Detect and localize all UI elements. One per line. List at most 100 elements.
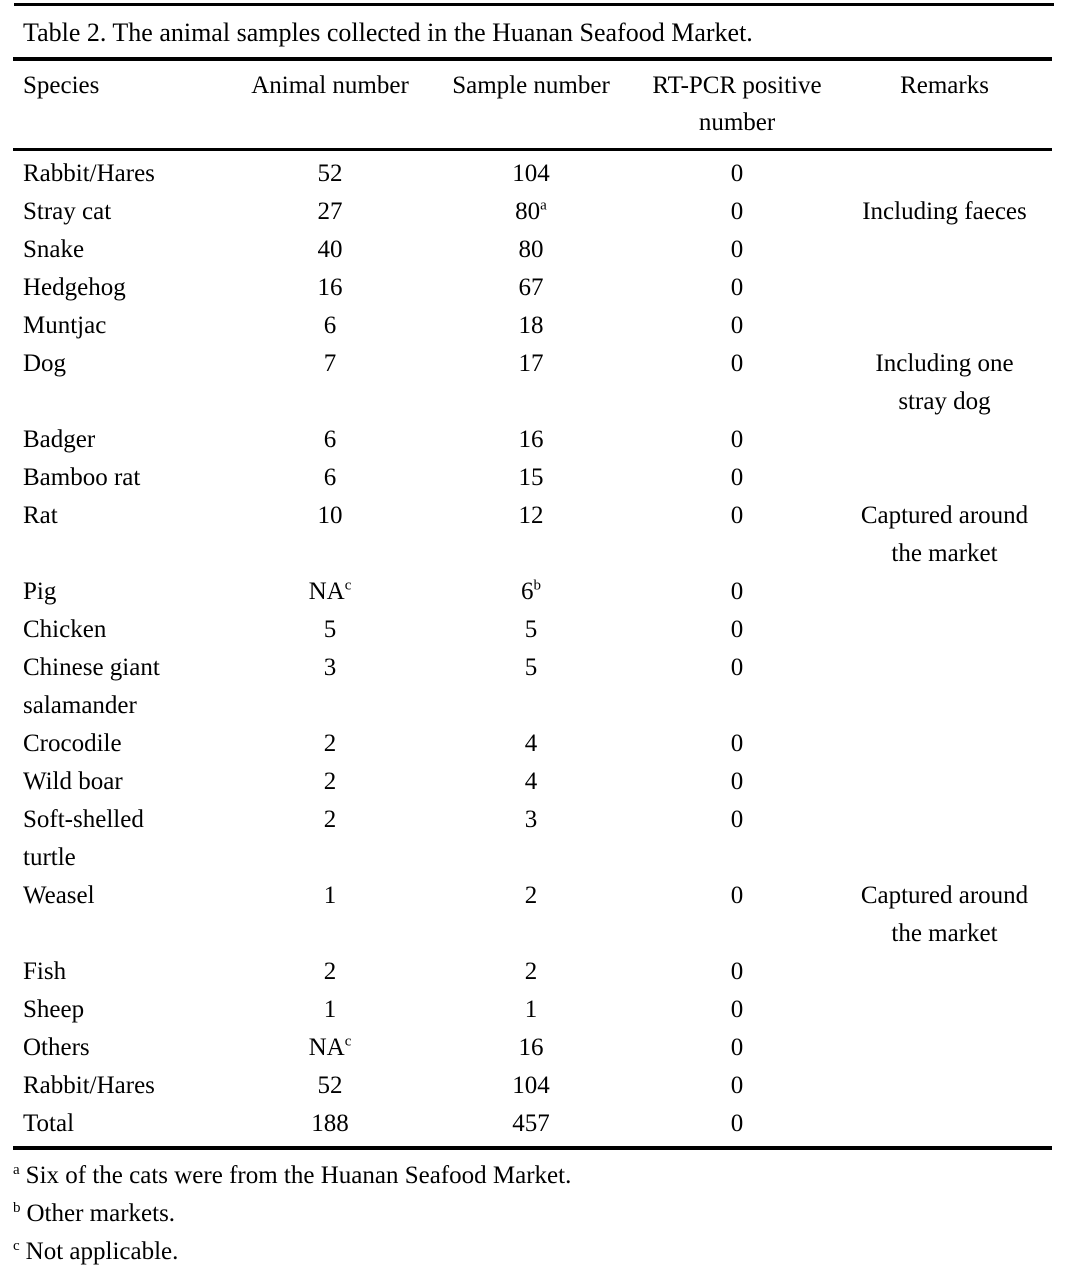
animal-samples-table: Species Animal number Sample number RT-P…: [13, 57, 1052, 1150]
remarks-cell: [837, 763, 1052, 801]
species-cell: Pig: [23, 578, 57, 605]
remarks-cell: [837, 573, 1052, 611]
species-cell: Crocodile: [23, 730, 122, 757]
rtpcr-positive-cell: 0: [730, 1034, 744, 1061]
animal-number-cell: 1: [323, 996, 337, 1023]
remarks-cell: [837, 953, 1052, 991]
sample-number-cell: 457: [512, 1110, 550, 1137]
species-cell: Rat: [23, 502, 58, 529]
column-header-sample-number: Sample number: [425, 59, 637, 151]
column-header-species: Species: [13, 59, 235, 151]
footnote-marker-a: a: [540, 197, 547, 214]
table-row: Rabbit/Hares 52 104 0: [13, 150, 1052, 194]
animal-number-cell: 5: [323, 616, 337, 643]
species-cell: Fish: [23, 958, 67, 985]
remarks-cell: [837, 150, 1052, 194]
animal-number-cell: 2: [323, 958, 337, 985]
species-cell: Rabbit/Hares: [23, 160, 155, 187]
sample-number-cell: 5: [524, 654, 538, 681]
species-cell: Others: [23, 1034, 90, 1061]
remarks-cell: [837, 307, 1052, 345]
footnote-marker-c: c: [344, 577, 352, 594]
remarks-cell: Including faeces: [862, 198, 1027, 225]
table-row: Bamboo rat 6 15 0: [13, 459, 1052, 497]
rtpcr-positive-cell: 0: [730, 578, 744, 605]
rtpcr-positive-cell: 0: [730, 236, 744, 263]
animal-number-cell: NAc: [308, 1033, 352, 1061]
species-cell: Sheep: [23, 996, 85, 1023]
species-cell: Stray cat: [23, 198, 112, 225]
rtpcr-positive-cell: 0: [730, 426, 744, 453]
sample-number-cell: 15: [518, 464, 544, 491]
sample-number-cell: 2: [524, 958, 538, 985]
species-cell: Dog: [23, 350, 67, 377]
rtpcr-positive-cell: 0: [730, 882, 744, 909]
sample-number-cell: 17: [518, 350, 544, 377]
remarks-cell: [837, 1029, 1052, 1067]
rtpcr-positive-cell: 0: [730, 350, 744, 377]
table-row: Others NAc 16 0: [13, 1029, 1052, 1067]
rtpcr-positive-cell: 0: [730, 274, 744, 301]
species-cell: Muntjac: [23, 312, 107, 339]
footnote-b: b Other markets.: [13, 1199, 176, 1227]
sample-number-cell: 3: [524, 806, 538, 833]
sample-number-cell: 16: [518, 426, 544, 453]
table-row: Crocodile 2 4 0: [13, 725, 1052, 763]
table-row: Hedgehog 16 67 0: [13, 269, 1052, 307]
table-row: Dog 7 17 0 Including one stray dog: [13, 345, 1052, 421]
remarks-cell: [837, 421, 1052, 459]
table-row: Total 188 457 0: [13, 1105, 1052, 1148]
remarks-cell: [837, 231, 1052, 269]
table-row: Pig NAc 6b 0: [13, 573, 1052, 611]
sample-number-cell: 6b: [521, 577, 541, 605]
species-cell: Badger: [23, 426, 96, 453]
remarks-cell: [837, 611, 1052, 649]
remarks-cell: [837, 1067, 1052, 1105]
animal-number-cell: 1: [323, 882, 337, 909]
species-cell: Total: [23, 1110, 75, 1137]
table-row: Weasel 1 2 0 Captured around the market: [13, 877, 1052, 953]
sample-number-cell: 80: [518, 236, 544, 263]
sample-number-cell: 5: [524, 616, 538, 643]
sample-number-cell: 80a: [515, 197, 547, 225]
column-header-remarks: Remarks: [837, 59, 1052, 151]
species-cell: Hedgehog: [23, 274, 126, 301]
sample-number-cell: 2: [524, 882, 538, 909]
animal-number-cell: 40: [317, 236, 343, 263]
footnote-c: c Not applicable.: [13, 1237, 179, 1265]
rtpcr-positive-cell: 0: [730, 464, 744, 491]
species-cell: Soft-shelled turtle: [23, 806, 144, 871]
sample-number-cell: 67: [518, 274, 544, 301]
animal-number-cell: 188: [311, 1110, 349, 1137]
animal-number-cell: 6: [323, 312, 337, 339]
remarks-cell: [837, 649, 1052, 725]
rtpcr-positive-cell: 0: [730, 198, 744, 225]
animal-number-cell: NAc: [308, 577, 352, 605]
rtpcr-positive-cell: 0: [730, 1110, 744, 1137]
animal-number-cell: 2: [323, 730, 337, 757]
species-cell: Chicken: [23, 616, 107, 643]
animal-number-cell: 52: [317, 1072, 343, 1099]
species-cell: Chinese giant salamander: [23, 654, 160, 719]
remarks-cell: [837, 725, 1052, 763]
animal-number-cell: 2: [323, 806, 337, 833]
remarks-cell: [837, 459, 1052, 497]
remarks-cell: Captured around the market: [860, 882, 1029, 947]
animal-number-cell: 6: [323, 464, 337, 491]
column-header-rtpcr-positive-number: RT-PCR positive number: [637, 59, 837, 151]
species-cell: Weasel: [23, 882, 95, 909]
table-row: Chinese giant salamander 3 5 0: [13, 649, 1052, 725]
remarks-cell: Captured around the market: [860, 502, 1029, 567]
column-header-animal-number: Animal number: [235, 59, 425, 151]
footnote-a: a Six of the cats were from the Huanan Se…: [13, 1161, 572, 1189]
species-cell: Bamboo rat: [23, 464, 141, 491]
remarks-cell: [837, 269, 1052, 307]
table-row: Snake 40 80 0: [13, 231, 1052, 269]
animal-number-cell: 52: [317, 160, 343, 187]
page-top-rule: [14, 3, 1054, 6]
rtpcr-positive-cell: 0: [730, 654, 744, 681]
table-row: Wild boar 2 4 0: [13, 763, 1052, 801]
animal-number-cell: 10: [317, 502, 343, 529]
remarks-cell: [837, 1105, 1052, 1148]
footnote-marker-a: a: [13, 1161, 20, 1178]
